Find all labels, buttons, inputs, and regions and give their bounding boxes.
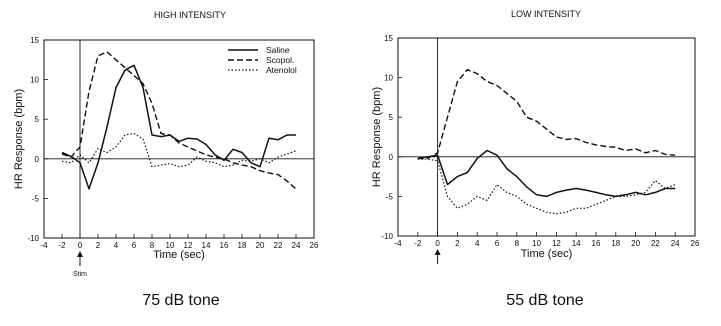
x-tick-label: 12 <box>552 239 561 248</box>
series-line-saline <box>61 64 296 190</box>
y-tick-label: 15 <box>384 34 393 43</box>
plot-frame <box>397 37 696 237</box>
y-axis-label: HR Response (bpm) <box>13 89 25 189</box>
x-tick-label: -2 <box>414 239 422 248</box>
series-line-atenolol <box>417 158 676 215</box>
plot-frame <box>43 39 315 239</box>
x-tick-label: 20 <box>631 239 640 248</box>
x-tick-label: 8 <box>150 241 155 250</box>
series-line-atenolol <box>61 132 297 168</box>
x-tick-label: 2 <box>96 241 101 250</box>
stim-label: Stim <box>73 271 87 278</box>
x-tick-label: 4 <box>475 239 480 248</box>
x-tick-label: 8 <box>515 239 520 248</box>
y-tick-label: 10 <box>30 76 39 85</box>
y-tick-label: 15 <box>30 36 39 45</box>
x-tick-label: 4 <box>114 241 119 250</box>
x-tick-label: 22 <box>274 241 283 250</box>
legend-label: Scopol. <box>266 55 294 65</box>
y-tick-label: 5 <box>35 115 40 124</box>
y-tick-label: -10 <box>27 234 39 243</box>
series-line-scopol <box>61 51 297 190</box>
x-tick-label: 20 <box>256 241 265 250</box>
x-tick-label: 18 <box>238 241 247 250</box>
x-tick-label: 0 <box>78 241 83 250</box>
x-tick-label: 6 <box>132 241 137 250</box>
chart-title: HIGH INTENSITY <box>154 10 226 20</box>
x-tick-label: -2 <box>58 241 66 250</box>
x-tick-label: 24 <box>292 241 301 250</box>
chart-title: LOW INTENSITY <box>511 9 581 19</box>
x-tick-label: 24 <box>671 239 680 248</box>
x-tick-label: -4 <box>394 239 402 248</box>
x-tick-label: 26 <box>310 241 319 250</box>
x-tick-label: 26 <box>691 239 700 248</box>
legend-label: Atenolol <box>266 65 297 75</box>
y-tick-label: 5 <box>389 113 394 122</box>
caption-low-intensity: 55 dB tone <box>506 292 584 309</box>
y-axis-label: HR Response (bpm) <box>371 87 383 187</box>
x-tick-label: 2 <box>455 239 460 248</box>
stim-arrow-head <box>434 249 441 255</box>
caption-high-intensity: 75 dB tone <box>142 292 220 309</box>
x-tick-label: 16 <box>592 239 601 248</box>
x-tick-label: 10 <box>532 239 541 248</box>
y-tick-label: -5 <box>32 194 40 203</box>
x-axis-label: Time (sec) <box>521 248 573 260</box>
x-tick-label: 10 <box>166 241 175 250</box>
x-tick-label: 18 <box>611 239 620 248</box>
y-tick-label: 0 <box>389 153 394 162</box>
x-tick-label: 16 <box>220 241 229 250</box>
series-line-saline <box>417 149 676 198</box>
x-tick-label: 14 <box>202 241 211 250</box>
chart-low-intensity: LOW INTENSITY-4 -2 0 2 4 6 8 10 12 14 16 18 20 22 24 26… <box>371 9 700 264</box>
y-tick-label: 10 <box>384 74 393 83</box>
x-tick-label: 12 <box>184 241 193 250</box>
stim-arrow-head <box>77 251 83 257</box>
x-tick-label: 6 <box>495 239 500 248</box>
x-axis-label: Time (sec) <box>153 249 205 261</box>
y-tick-label: 0 <box>35 155 40 164</box>
chart-high-intensity: HIGH INTENSITY-4 -2 0 2 4 6 8 10 12 14 16 18 20 22 24 2… <box>13 10 319 278</box>
x-tick-label: 14 <box>572 239 581 248</box>
legend-label: Saline <box>266 45 290 55</box>
y-tick-label: -10 <box>381 232 393 241</box>
x-tick-label: 22 <box>651 239 660 248</box>
y-tick-label: -5 <box>386 192 394 201</box>
x-tick-label: 0 <box>435 239 440 248</box>
x-tick-label: -4 <box>40 241 48 250</box>
series-line-scopol <box>417 69 676 160</box>
